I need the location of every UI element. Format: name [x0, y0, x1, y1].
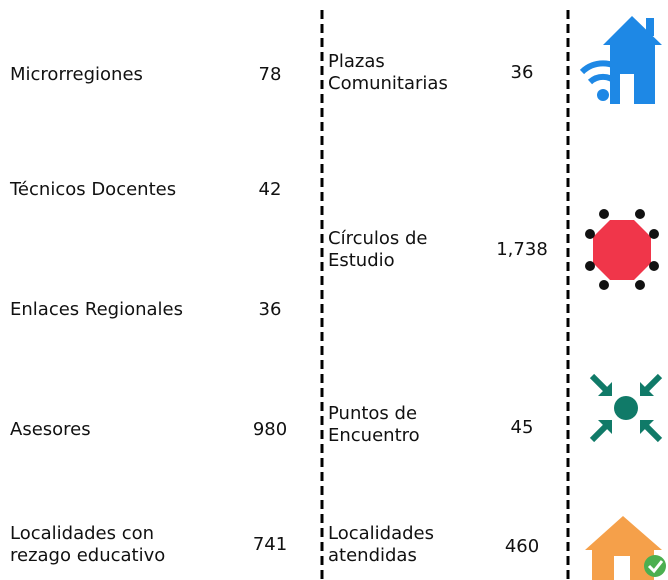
label: Localidades atendidas — [328, 523, 434, 566]
label: Enlaces Regionales — [10, 299, 183, 320]
value: 980 — [252, 419, 288, 440]
value: 36 — [510, 62, 534, 83]
label: Puntos de Encuentro — [328, 403, 420, 446]
label: Círculos de Estudio — [328, 228, 428, 271]
meeting-icon — [589, 373, 663, 443]
label: Asesores — [10, 419, 91, 440]
value: 45 — [510, 417, 534, 438]
value: 460 — [504, 536, 540, 557]
wifi-house-icon — [579, 16, 662, 104]
label: Plazas Comunitarias — [328, 51, 448, 94]
label: Localidades con rezago educativo — [10, 523, 166, 566]
value: 78 — [258, 64, 282, 85]
house-check-icon — [585, 516, 666, 580]
value: 36 — [258, 299, 282, 320]
value: 42 — [258, 179, 282, 200]
label: Técnicos Docentes — [10, 179, 177, 200]
circle-icon — [585, 209, 659, 290]
label: Microrregiones — [10, 64, 143, 85]
value: 1,738 — [496, 239, 548, 260]
value: 741 — [252, 534, 288, 555]
